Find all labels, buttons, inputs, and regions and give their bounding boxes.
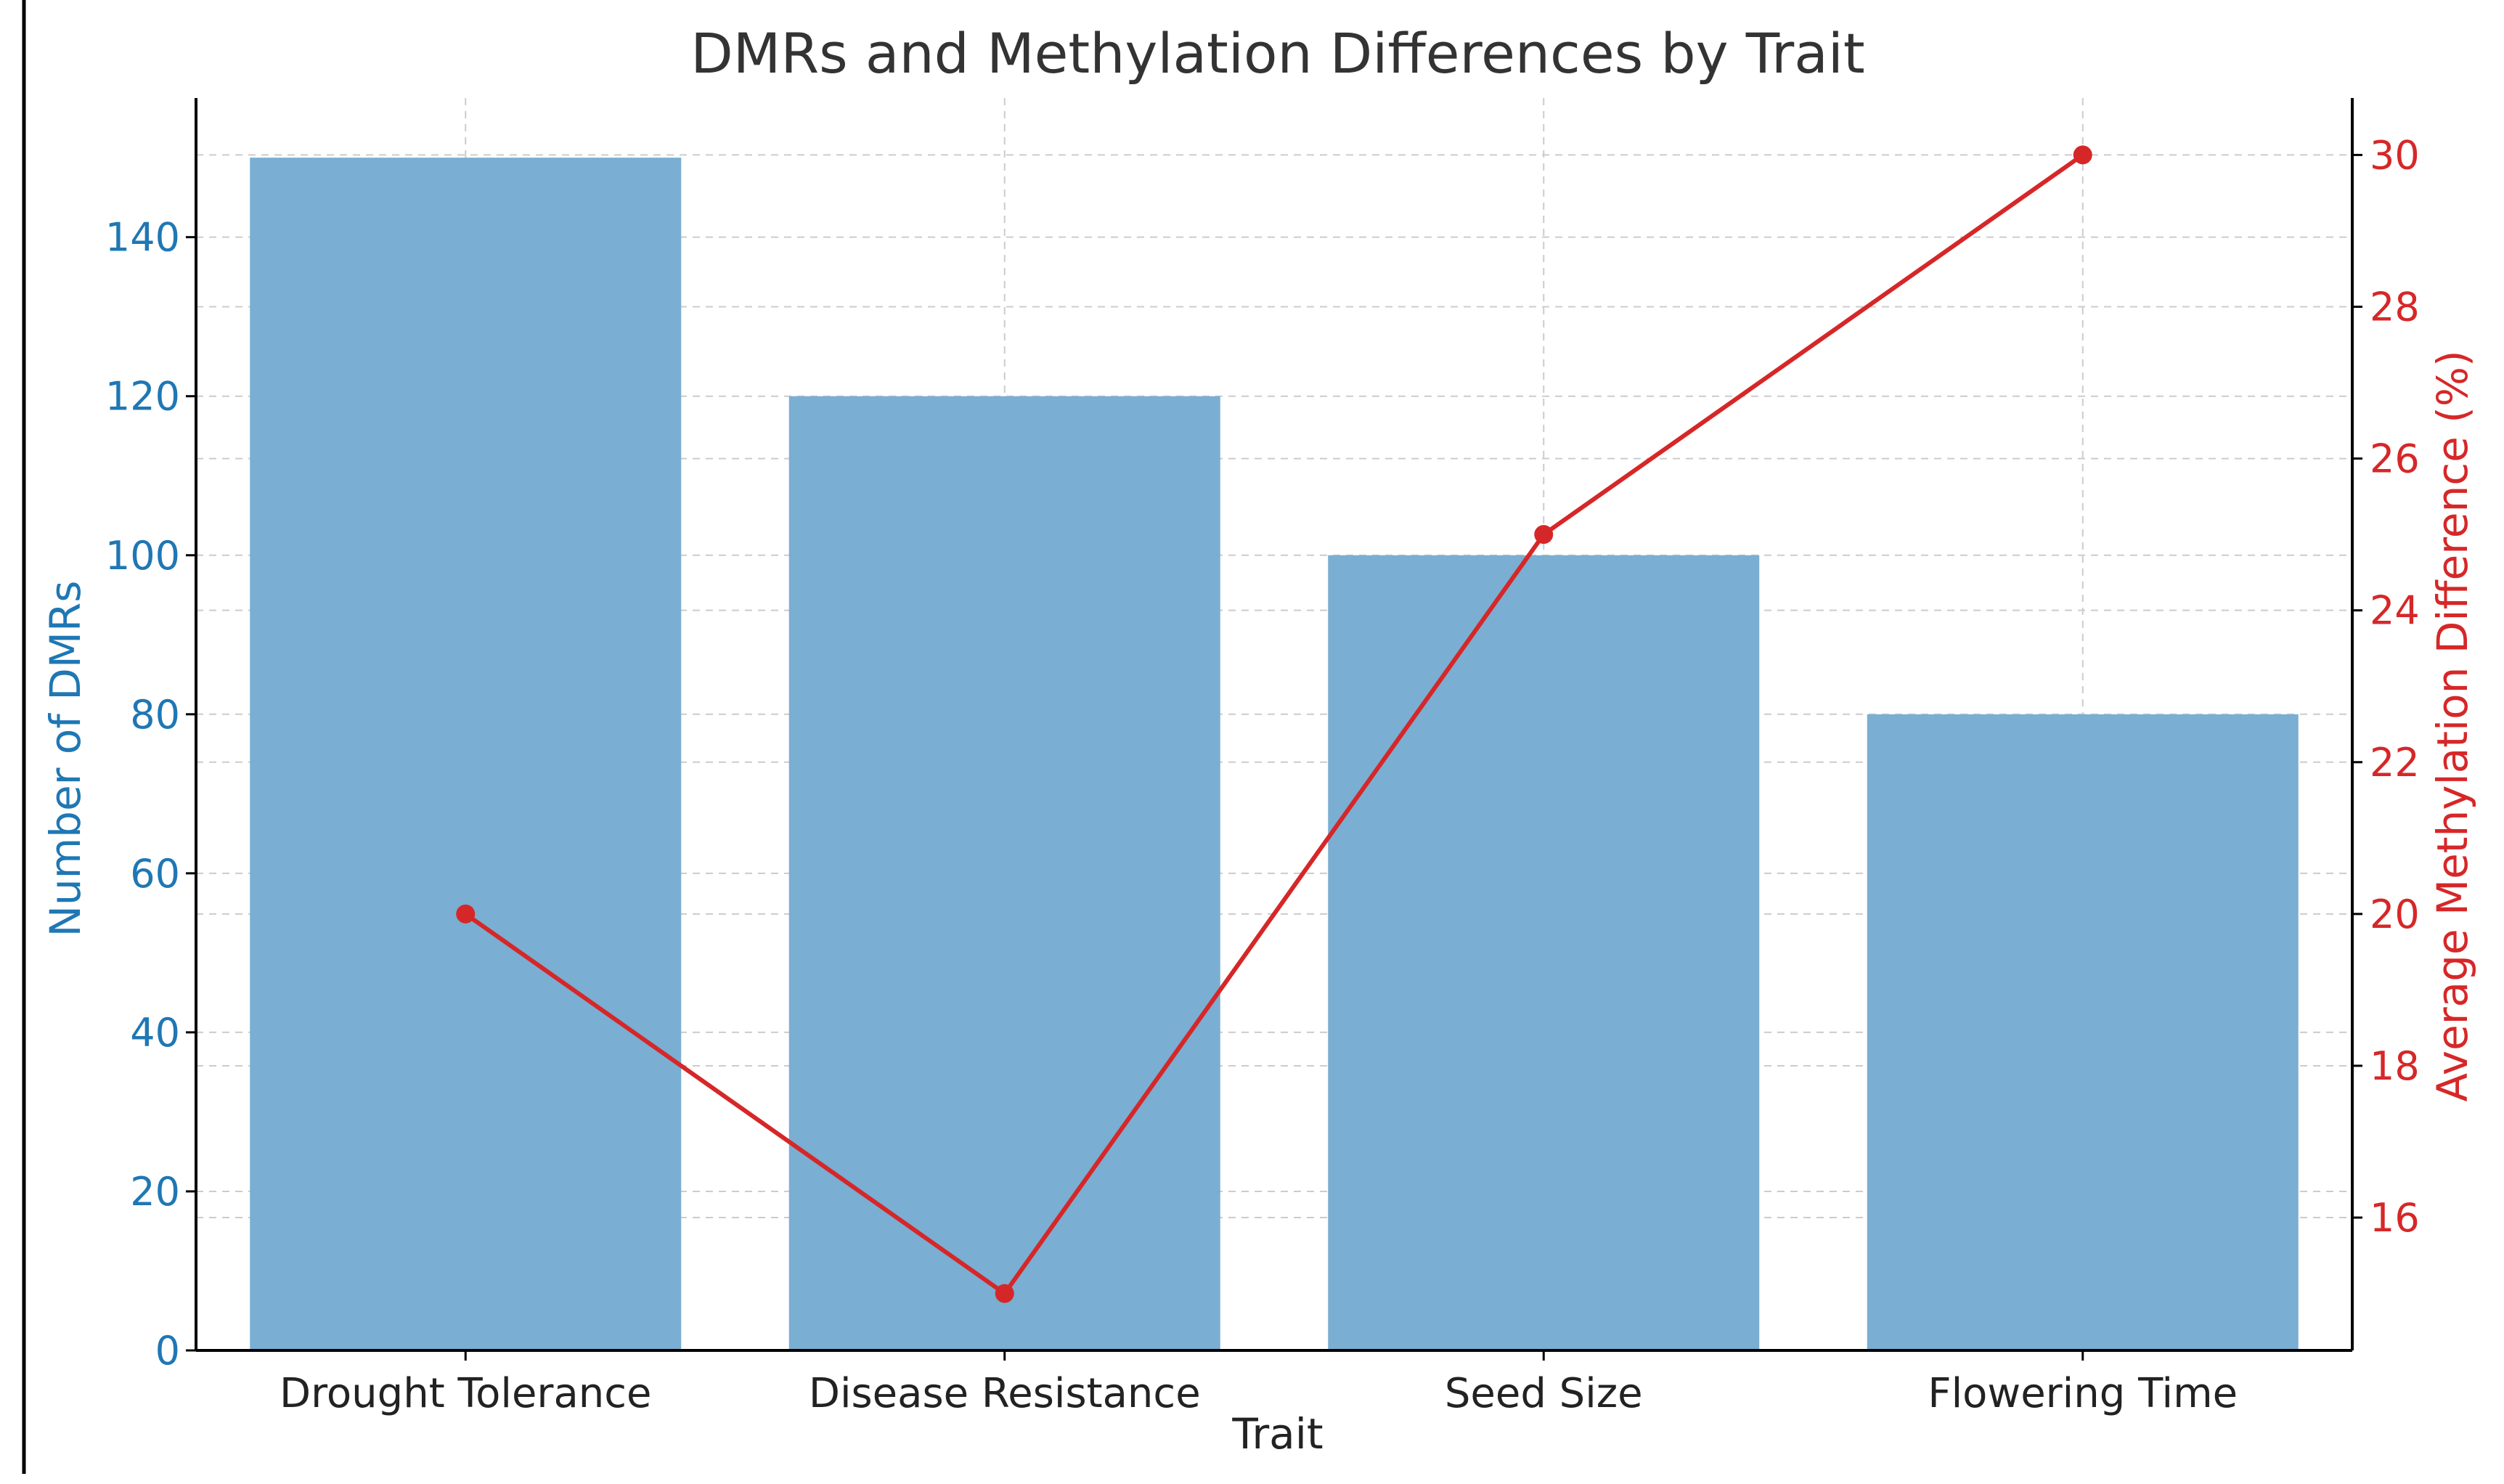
bar-0 [250,158,682,1351]
line-point-3 [2073,145,2092,165]
x-tick-label: Seed Size [1445,1370,1643,1417]
right-tick-label: 30 [2370,132,2420,178]
left-y-tick-labels: 0 20 40 60 80 100 120 140 [105,215,196,1374]
x-tick-label: Flowering Time [1928,1370,2238,1417]
left-tick-label: 40 [130,1010,180,1056]
right-tick-label: 26 [2370,436,2420,482]
line-point-0 [456,904,476,924]
line-point-2 [1534,525,1554,545]
right-tick-label: 22 [2370,740,2420,786]
left-tick-label: 60 [130,851,180,897]
right-tick-label: 28 [2370,285,2420,330]
x-tick-labels: Drought Tolerance Disease Resistance Seed … [280,1350,2238,1417]
chart-title: DMRs and Methylation Differences by Trai… [690,21,1864,86]
line-point-1 [995,1284,1014,1303]
left-tick-label: 100 [105,533,180,579]
right-y-tick-labels: 16 18 20 22 24 26 28 30 [2352,132,2420,1241]
right-tick-label: 18 [2370,1043,2420,1089]
left-tick-label: 120 [105,374,180,420]
right-tick-label: 20 [2370,892,2420,937]
right-y-axis-label: Average Methylation Difference (%) [2428,350,2477,1101]
line-path [464,152,2084,1296]
x-tick-label: Disease Resistance [809,1370,1201,1417]
left-tick-label: 80 [130,692,180,738]
left-tick-label: 0 [155,1328,180,1374]
bar-1 [788,396,1220,1350]
x-axis-label: Trait [1231,1409,1323,1459]
left-tick-label: 20 [130,1169,180,1215]
x-tick-label: Drought Tolerance [280,1370,652,1417]
left-y-axis-label: Number of DMRs [41,581,90,937]
bar-3 [1867,714,2299,1350]
bar-2 [1328,555,1760,1350]
right-tick-label: 24 [2370,588,2420,634]
left-tick-label: 140 [105,215,180,261]
line-series [456,145,2092,1303]
bars [250,158,2299,1351]
right-tick-label: 16 [2370,1195,2420,1241]
